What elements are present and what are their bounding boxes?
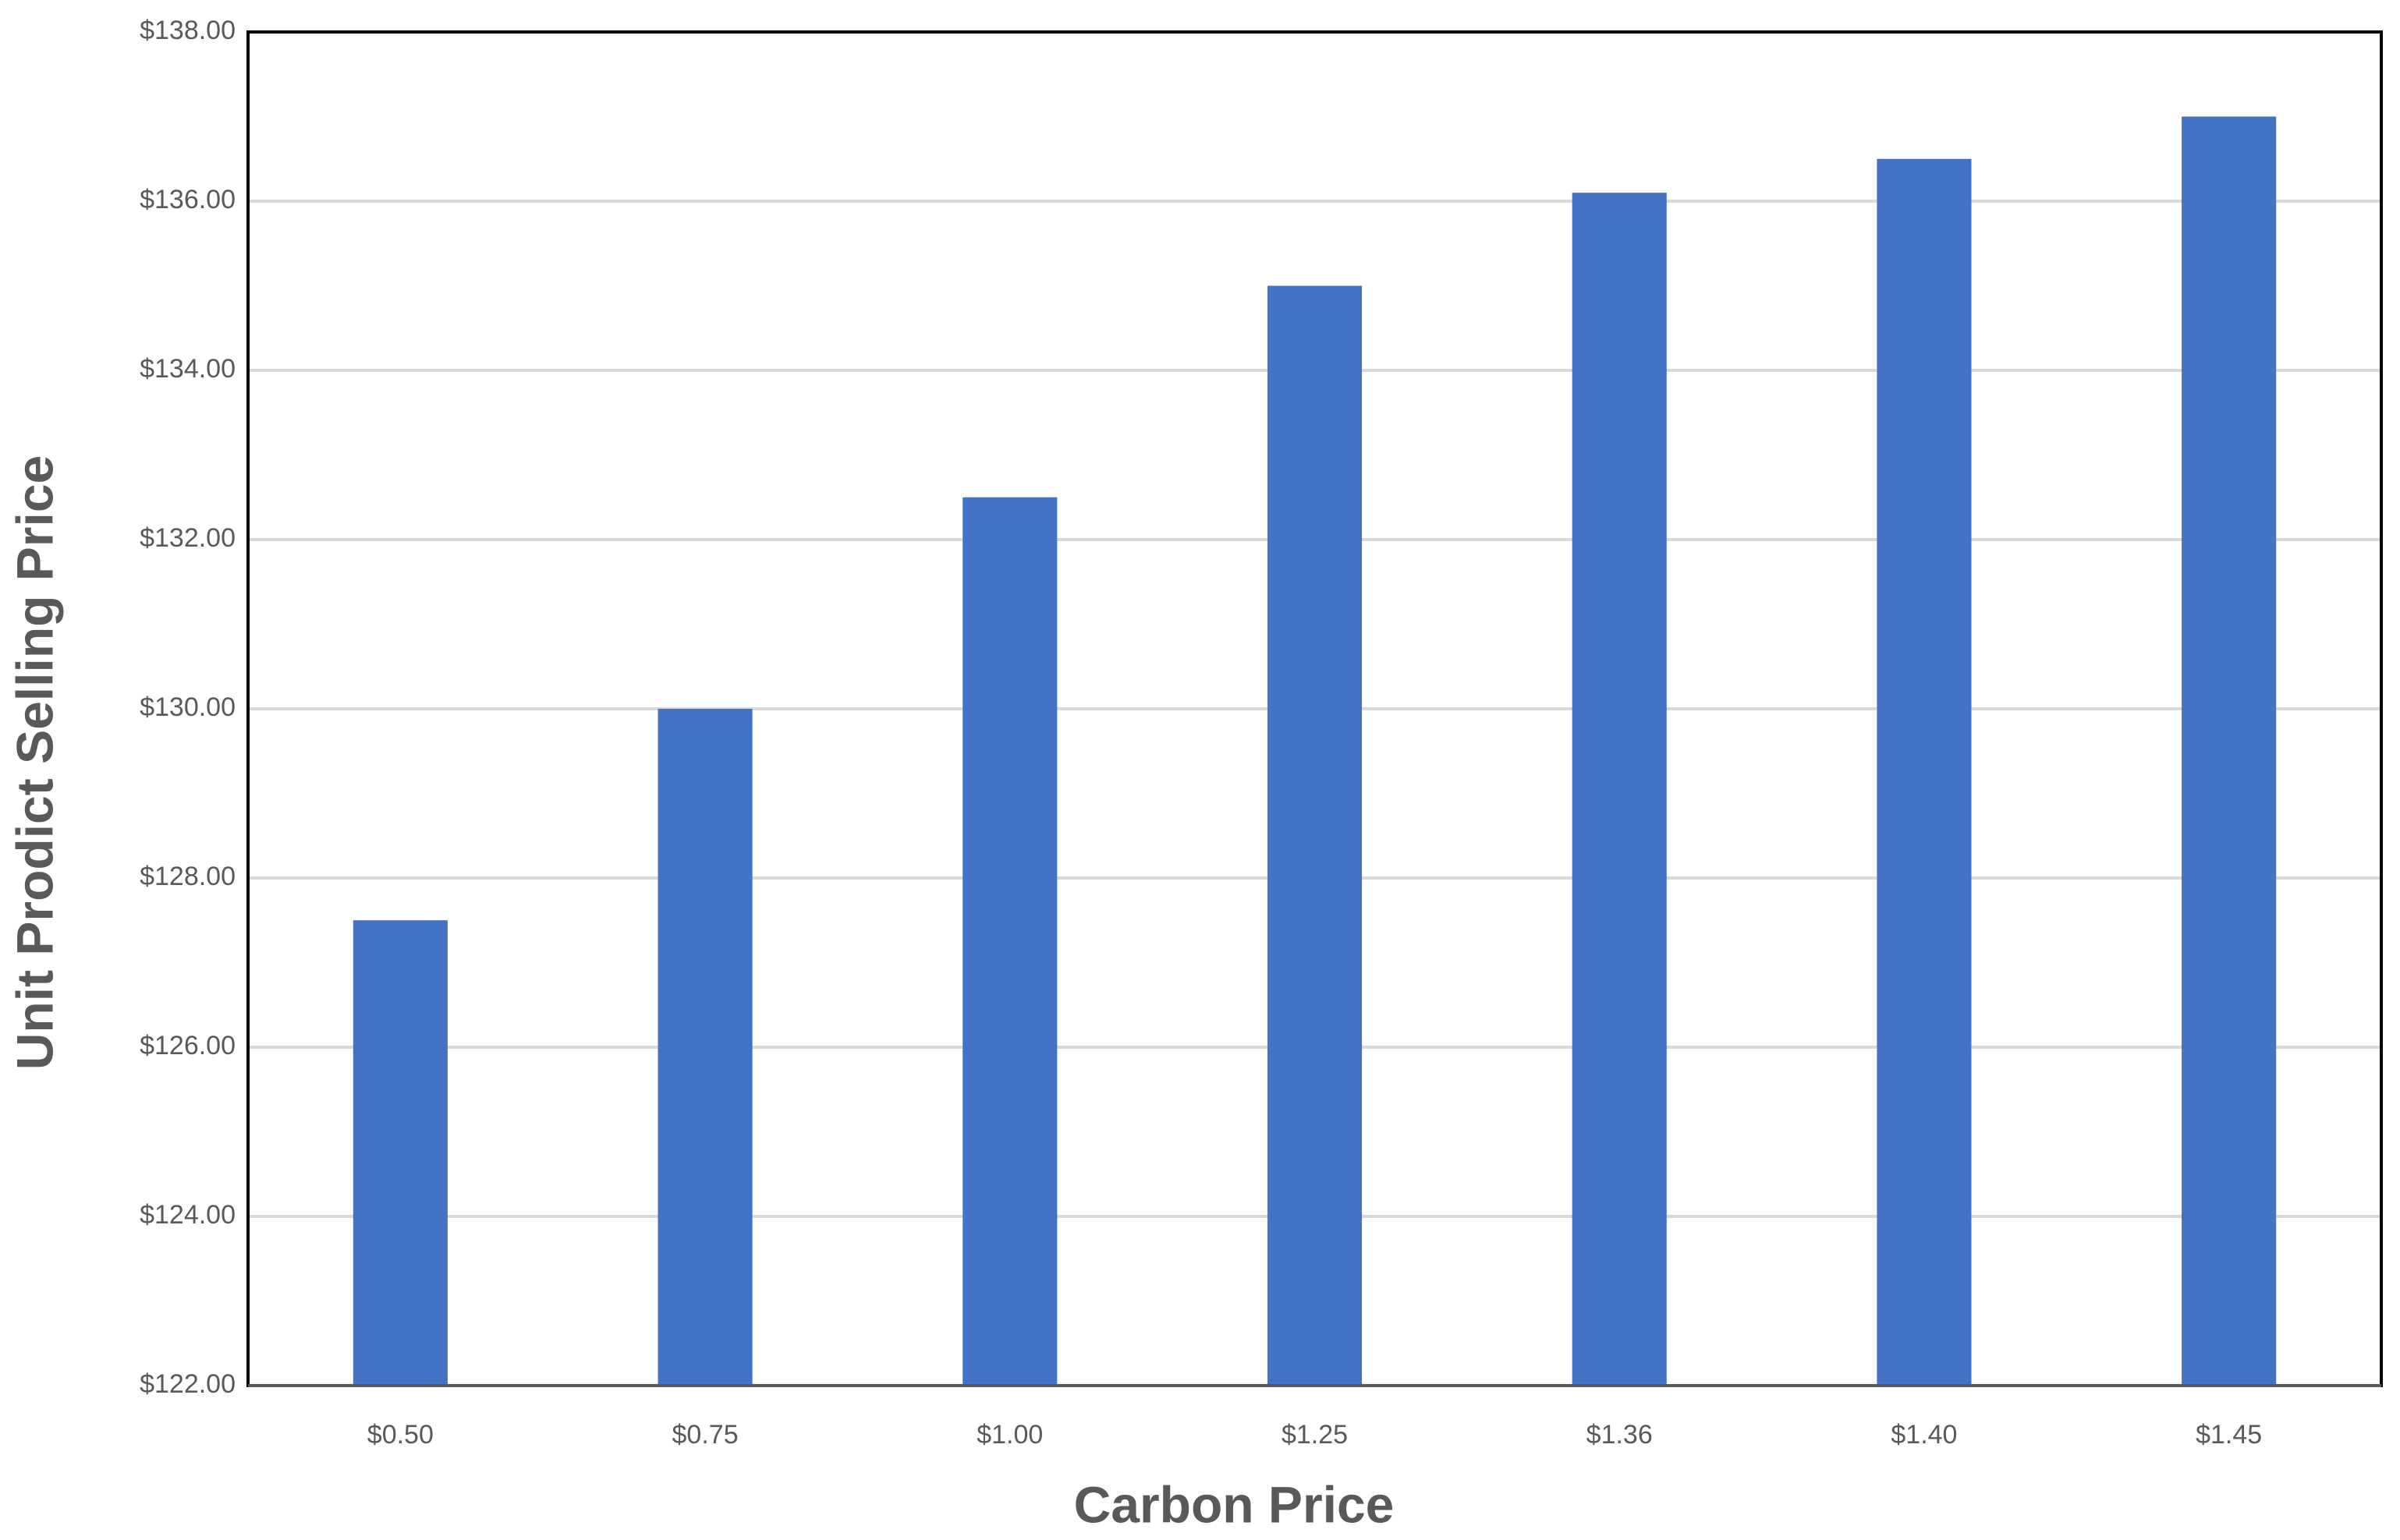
- bar: [1572, 193, 1667, 1386]
- x-tick-label: $1.00: [977, 1420, 1043, 1450]
- y-tick-label: $126.00: [140, 1031, 236, 1060]
- x-tick-label: $0.75: [672, 1420, 739, 1450]
- bar: [1877, 158, 1972, 1386]
- bar: [1267, 285, 1363, 1386]
- y-tick-label: $134.00: [140, 354, 236, 384]
- y-tick-label: $138.00: [140, 16, 236, 45]
- y-axis-title: Unit Prodict Selling Price: [5, 455, 63, 1071]
- y-tick-label: $132.00: [140, 523, 236, 553]
- x-tick-label: $1.25: [1282, 1420, 1348, 1450]
- y-tick-label: $128.00: [140, 862, 236, 891]
- y-tick-label: $136.00: [140, 185, 236, 214]
- x-tick-label: $1.40: [1891, 1420, 1957, 1450]
- x-tick-label: $1.45: [2196, 1420, 2262, 1450]
- bar: [2182, 116, 2277, 1386]
- bar: [353, 920, 448, 1386]
- y-tick-label: $130.00: [140, 692, 236, 722]
- y-tick-label: $124.00: [140, 1200, 236, 1230]
- x-tick-label: $0.50: [367, 1420, 434, 1450]
- y-tick-label: $122.00: [140, 1369, 236, 1399]
- bar: [962, 497, 1058, 1386]
- x-tick-label: $1.36: [1586, 1420, 1653, 1450]
- bar: [658, 709, 753, 1386]
- x-axis-title: Carbon Price: [1074, 1475, 1395, 1533]
